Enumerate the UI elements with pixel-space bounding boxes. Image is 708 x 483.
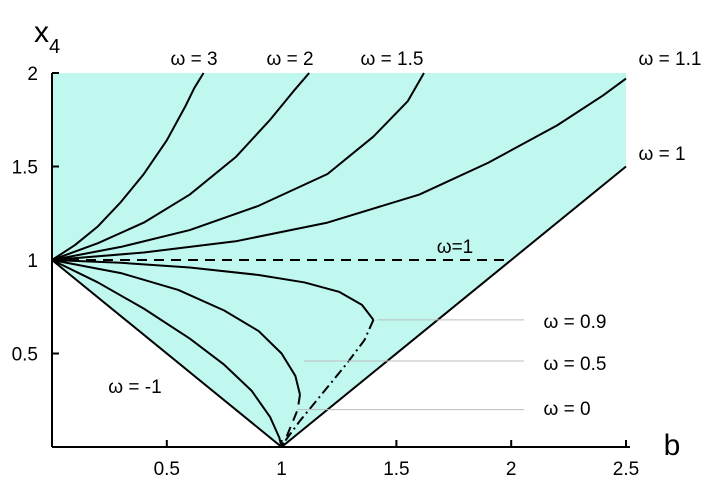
curve-label-2: ω = 1.5 (361, 49, 424, 70)
y-tick-label-2: 1.5 (12, 158, 38, 179)
curve-label-9: ω = -1 (108, 377, 161, 398)
y-tick-label-0: 0.5 (12, 345, 38, 366)
y-tick-label-1: 1 (27, 251, 38, 272)
curve-label-0: ω = 3 (170, 49, 217, 70)
series-line-7 (280, 319, 375, 448)
leader-layer (297, 319, 524, 411)
labels-layer: b x4 ω = 3 ω = 2 ω = 1.5 ω = 1.1 ω = 1 ω=1 ω = 0… (34, 16, 701, 462)
x-axis-title: b (664, 429, 681, 462)
y-axis-title-subscript: 4 (49, 36, 60, 58)
curve-label-7: ω = 0.5 (544, 354, 607, 375)
curve-label-6: ω = 0.9 (544, 312, 607, 333)
series-line-0 (51, 72, 205, 261)
curve-label-5: ω=1 (437, 237, 474, 258)
series-line-8 (51, 259, 301, 395)
series-layer (51, 72, 627, 448)
x-tick-label-3: 2 (506, 459, 517, 480)
series-line-11 (51, 259, 283, 448)
series-line-2 (51, 72, 425, 261)
x-tick-label-0: 0.5 (154, 459, 180, 480)
y-tick-label-3: 2 (27, 64, 38, 85)
x-tick-label-1: 1 (276, 459, 287, 480)
ticks-layer: 0.5 1 1.5 2 2.5 0.5 1 1.5 2 (12, 64, 640, 480)
x-tick-label-2: 1.5 (383, 459, 409, 480)
curve-label-1: ω = 2 (266, 49, 313, 70)
x-tick-label-4: 2.5 (613, 459, 639, 480)
y-axis-title: x4 (34, 16, 60, 58)
curve-label-4: ω = 1 (638, 144, 685, 165)
series-line-1 (51, 72, 310, 261)
curve-label-8: ω = 0 (543, 399, 590, 420)
series-line-10 (51, 259, 283, 448)
series-line-3 (51, 77, 627, 261)
series-line-4 (280, 165, 627, 448)
curve-label-3: ω = 1.1 (639, 49, 702, 70)
series-line-6 (51, 259, 375, 321)
